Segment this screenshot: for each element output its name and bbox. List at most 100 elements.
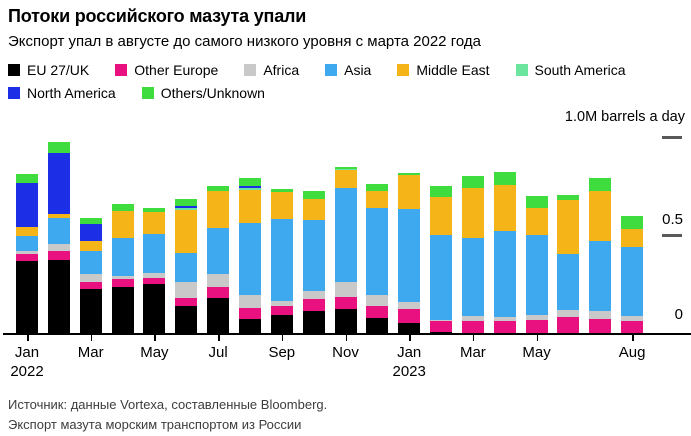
- bar-segment-asia: [302, 220, 325, 291]
- bar-segment-eu-27-uk: [238, 319, 261, 334]
- bar-segment-others-unknown: [430, 186, 453, 197]
- bar-segment-other-europe: [238, 307, 261, 320]
- x-tick-year-label: 2023: [392, 363, 426, 380]
- bar-segment-middle-east: [270, 191, 293, 220]
- plot-area: [0, 116, 691, 334]
- x-tick-label: Jan: [397, 344, 422, 361]
- bar-segment-middle-east: [47, 214, 70, 219]
- bar-segment-middle-east: [238, 189, 261, 224]
- bar-segment-asia: [16, 236, 38, 251]
- x-tick-label: Nov: [332, 344, 359, 361]
- bar-segment-middle-east: [621, 229, 644, 247]
- y-tick-label-0.5: 0.5: [662, 211, 683, 228]
- bar-segment-africa: [111, 276, 134, 280]
- stacked-bar-jul-2022: [207, 186, 230, 334]
- bar-segment-others-unknown: [621, 216, 644, 230]
- stacked-bar-mar-2022: [79, 218, 102, 334]
- bar-segment-south-america: [175, 208, 198, 210]
- bar-segment-north-america: [79, 224, 102, 241]
- bar-segment-other-europe: [175, 297, 198, 306]
- bar-segment-middle-east: [461, 188, 484, 238]
- bar-segment-africa: [302, 290, 325, 299]
- bar-segment-africa: [79, 274, 102, 283]
- bar-segment-others-unknown: [493, 172, 516, 186]
- y-axis-unit-label: 1.0M barrels a day: [564, 109, 685, 125]
- legend-label: Asia: [344, 62, 372, 78]
- x-tick-mark: [154, 334, 156, 341]
- legend-label: Middle East: [416, 62, 490, 78]
- bar-segment-others-unknown: [270, 189, 293, 192]
- description-line: Экспорт мазута морским транспортом из Ро…: [8, 417, 302, 432]
- legend-item-south-america: South America: [515, 62, 626, 78]
- bar-segment-asia: [461, 237, 484, 317]
- stacked-bar-mar-2023: [461, 176, 484, 334]
- stacked-bar-oct-2022: [302, 190, 325, 334]
- bar-segment-other-europe: [207, 286, 230, 298]
- legend-label: Others/Unknown: [160, 85, 265, 101]
- stacked-bar-aug-2023: [621, 216, 644, 334]
- bar-segment-eu-27-uk: [270, 315, 293, 334]
- stacked-bar-jun-2023: [557, 194, 580, 334]
- bar-segment-middle-east: [557, 199, 580, 254]
- bar-segment-asia: [557, 253, 580, 311]
- bar-segment-africa: [175, 282, 198, 298]
- bar-segment-middle-east: [430, 196, 453, 236]
- bar-segment-other-europe: [525, 320, 548, 334]
- stacked-bar-jan-2022: [16, 174, 38, 334]
- bar-segment-africa: [525, 315, 548, 321]
- bar-segment-africa: [366, 294, 389, 306]
- legend-item-africa: Africa: [244, 62, 299, 78]
- stacked-bar-feb-2022: [47, 141, 70, 334]
- bar-segment-asia: [79, 250, 102, 275]
- bar-segment-others-unknown: [589, 178, 612, 191]
- bar-segment-africa: [207, 274, 230, 287]
- x-tick-label: Jan: [14, 344, 40, 361]
- bar-segment-others-unknown: [398, 172, 421, 176]
- bar-segment-others-unknown: [143, 207, 166, 212]
- legend-swatch-others-unknown: [141, 87, 154, 99]
- bar-segment-asia: [238, 223, 261, 295]
- legend-item-other-europe: Other Europe: [115, 62, 218, 78]
- x-tick-mark: [27, 334, 29, 341]
- bar-segment-middle-east: [111, 210, 134, 238]
- bar-segment-asia: [334, 188, 357, 283]
- bar-segment-south-america: [334, 169, 357, 171]
- bar-segment-asia: [143, 234, 166, 274]
- bar-segment-eu-27-uk: [302, 311, 325, 334]
- x-tick-label: Aug: [618, 344, 646, 361]
- chart-title: Потоки российского мазута упали: [8, 6, 307, 26]
- bar-segment-other-europe: [398, 308, 421, 324]
- bar-segment-other-europe: [461, 321, 484, 334]
- bar-segment-asia: [589, 240, 612, 312]
- bar-segment-africa: [398, 301, 421, 309]
- bar-segment-middle-east: [175, 209, 198, 253]
- legend-item-middle-east: Middle East: [397, 62, 490, 78]
- stacked-bar-dec-2022: [366, 184, 389, 334]
- legend-label: EU 27/UK: [27, 62, 90, 78]
- bar-segment-eu-27-uk: [16, 260, 38, 334]
- bar-segment-eu-27-uk: [334, 308, 357, 334]
- stacked-bar-may-2022: [143, 207, 166, 334]
- stacked-bar-nov-2022: [334, 167, 357, 334]
- source-line: Источник: данные Vortexa, составленные B…: [8, 397, 328, 412]
- bar-segment-north-america: [47, 152, 70, 215]
- legend-label: Other Europe: [134, 62, 219, 78]
- legend-row-2: North America Others/Unknown: [8, 85, 265, 101]
- y-tick-label-0: 0: [674, 306, 683, 323]
- bar-segment-other-europe: [557, 317, 580, 334]
- bar-segment-other-europe: [430, 321, 453, 333]
- bar-segment-others-unknown: [461, 176, 484, 189]
- bar-segment-asia: [366, 207, 389, 295]
- bar-segment-africa: [238, 294, 261, 308]
- x-tick-label: Jul: [208, 344, 228, 361]
- bar-segment-others-unknown: [238, 178, 261, 187]
- bar-segment-other-europe: [16, 253, 38, 261]
- bar-segment-middle-east: [334, 170, 357, 189]
- x-tick-label: May: [140, 344, 169, 361]
- bar-segment-eu-27-uk: [366, 318, 389, 334]
- legend-item-asia: Asia: [325, 62, 371, 78]
- bar-segment-other-europe: [589, 319, 612, 334]
- bar-segment-africa: [143, 273, 166, 279]
- chart-subtitle: Экспорт упал в августе до самого низкого…: [8, 33, 481, 50]
- bar-segment-eu-27-uk: [398, 323, 421, 334]
